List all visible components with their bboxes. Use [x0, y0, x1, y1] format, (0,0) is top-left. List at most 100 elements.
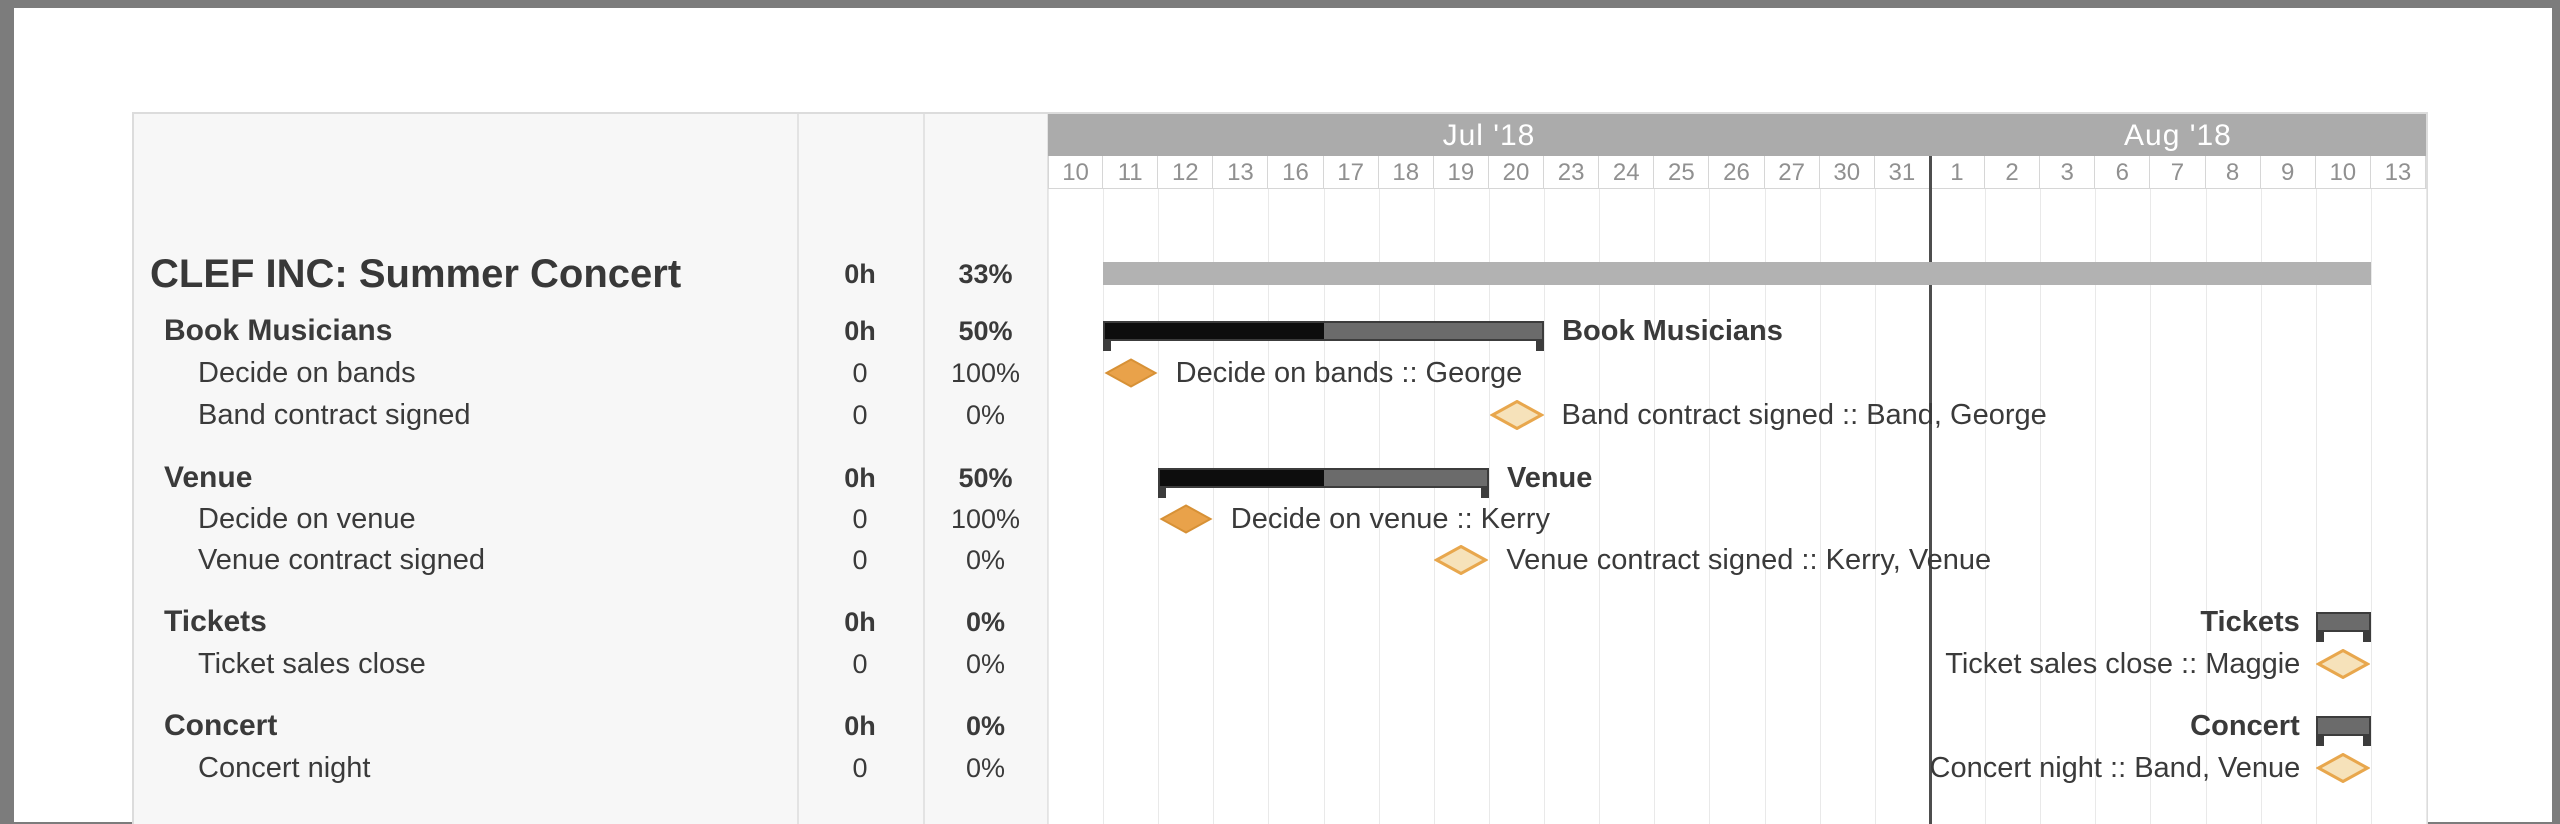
- task-percent: 33%: [958, 259, 1013, 289]
- task-name[interactable]: Decide on venue: [198, 503, 416, 535]
- gantt-bar-tickets[interactable]: [2315, 612, 2371, 642]
- summary-bar-end-cap: [2362, 734, 2371, 746]
- gridline: [1323, 189, 1325, 824]
- day-header-cell: 8: [2205, 156, 2261, 189]
- task-percent: 0%: [965, 753, 1006, 783]
- task-name[interactable]: Venue contract signed: [198, 544, 485, 576]
- summary-bar-end-cap: [2315, 734, 2324, 746]
- day-header-cell: 12: [1158, 156, 1214, 189]
- gridline: [2426, 189, 2427, 824]
- gridline: [1433, 189, 1435, 824]
- day-header-cell: 10: [2315, 156, 2371, 189]
- milestone-diamond-icon: [1433, 544, 1489, 576]
- gridline: [1764, 189, 1766, 824]
- gridline: [2040, 189, 2042, 824]
- gantt-bar-summer-concert[interactable]: [1103, 262, 2371, 285]
- page: Jul '18 Aug '18 10 11 12 13 16 17 18 19 20 23 24 25 2…: [14, 8, 2552, 824]
- gantt-bar-venue[interactable]: [1158, 468, 1489, 498]
- milestone-ticket-sales-close[interactable]: [2315, 648, 2371, 680]
- task-name[interactable]: Band contract signed: [198, 399, 471, 431]
- gantt-label-concert-night: Concert night :: Band, Venue: [1929, 752, 2301, 784]
- milestone-venue-contract-signed[interactable]: [1433, 544, 1489, 576]
- task-percent: 0%: [965, 545, 1006, 575]
- day-header-cell: 23: [1544, 156, 1600, 189]
- day-header-cell: 24: [1599, 156, 1655, 189]
- gridline: [2095, 189, 2097, 824]
- task-name[interactable]: Venue: [164, 461, 253, 494]
- milestone-diamond-icon: [2315, 648, 2371, 680]
- milestone-concert-night[interactable]: [2315, 752, 2371, 784]
- month-label: Jul '18: [1442, 119, 1536, 152]
- gridline: [1048, 189, 1049, 824]
- gantt-label-ticket-sales-close: Ticket sales close :: Maggie: [1945, 648, 2301, 680]
- task-name[interactable]: Decide on bands: [198, 357, 416, 389]
- day-header-cell: 17: [1323, 156, 1379, 189]
- gridline: [1874, 189, 1876, 824]
- day-header-cell: 2: [1985, 156, 2041, 189]
- day-header-cell: 1: [1929, 156, 1986, 189]
- milestone-band-contract-signed[interactable]: [1488, 399, 1545, 431]
- task-percent: 0%: [965, 711, 1006, 741]
- gantt-label-concert: Concert: [2190, 710, 2300, 742]
- day-header-cell: 16: [1268, 156, 1324, 189]
- gridline: [2315, 189, 2317, 824]
- task-percent: 100%: [950, 358, 1021, 388]
- gridline: [1709, 189, 1711, 824]
- day-header-cell: 7: [2150, 156, 2206, 189]
- task-hours: 0: [852, 753, 868, 783]
- summary-bar-end-cap: [2315, 630, 2324, 642]
- day-header-cell: 9: [2260, 156, 2316, 189]
- gridline: [2260, 189, 2262, 824]
- task-name[interactable]: CLEF INC: Summer Concert: [150, 252, 682, 296]
- gantt-bar-progress: [1160, 470, 1324, 486]
- day-header-cell: 13: [1213, 156, 1269, 189]
- gantt-label-band-contract-signed: Band contract signed :: Band, George: [1561, 399, 2047, 431]
- summary-bar-end-cap: [1158, 486, 1167, 498]
- gridline: [1599, 189, 1601, 824]
- task-hours: 0: [852, 545, 868, 575]
- task-name[interactable]: Book Musicians: [164, 314, 393, 347]
- task-hours: 0h: [844, 463, 876, 493]
- day-header-cell: 31: [1874, 156, 1930, 189]
- gantt-bar-concert[interactable]: [2315, 716, 2371, 746]
- task-hours: 0h: [844, 259, 876, 289]
- day-header-cell: 3: [2040, 156, 2096, 189]
- gridline: [1158, 189, 1160, 824]
- column-separator: [923, 114, 925, 824]
- milestone-decide-on-venue[interactable]: [1159, 504, 1213, 534]
- day-header-cell: 25: [1654, 156, 1710, 189]
- milestone-decide-on-bands[interactable]: [1104, 358, 1158, 388]
- gantt-label-venue-contract-signed: Venue contract signed :: Kerry, Venue: [1506, 544, 1992, 576]
- timeline-month-bar: Jul '18 Aug '18: [1048, 114, 2426, 156]
- gantt-label-venue: Venue: [1506, 462, 1593, 494]
- gantt-bar-progress: [1105, 323, 1324, 339]
- task-name[interactable]: Tickets: [164, 605, 267, 638]
- task-hours: 0: [852, 358, 868, 388]
- day-header-cell: 10: [1048, 156, 1104, 189]
- gridline: [1268, 189, 1270, 824]
- month-divider-line: [1928, 156, 1932, 824]
- summary-bar-end-cap: [1536, 339, 1545, 351]
- task-name[interactable]: Concert night: [198, 752, 371, 784]
- day-header-cell: 19: [1433, 156, 1489, 189]
- day-header-cell: 26: [1709, 156, 1765, 189]
- gridline: [1378, 189, 1380, 824]
- task-hours: 0: [852, 504, 868, 534]
- gridline: [1488, 189, 1490, 824]
- gridline: [2370, 189, 2372, 824]
- gantt-bar-book-musicians[interactable]: [1103, 321, 1545, 351]
- day-header-cell: 6: [2095, 156, 2151, 189]
- task-hours: 0: [852, 400, 868, 430]
- task-name[interactable]: Concert: [164, 709, 278, 742]
- task-name[interactable]: Ticket sales close: [198, 648, 426, 680]
- gantt-label-tickets: Tickets: [2200, 606, 2300, 638]
- gantt-panel: Jul '18 Aug '18 10 11 12 13 16 17 18 19 20 23 24 25 2…: [132, 112, 2428, 824]
- day-header-cell: 27: [1764, 156, 1820, 189]
- task-hours: 0h: [844, 607, 876, 637]
- gridline: [2150, 189, 2152, 824]
- day-row-border: [1048, 188, 2426, 189]
- gridline: [1103, 189, 1105, 824]
- column-separator: [797, 114, 799, 824]
- gridline: [1985, 189, 1987, 824]
